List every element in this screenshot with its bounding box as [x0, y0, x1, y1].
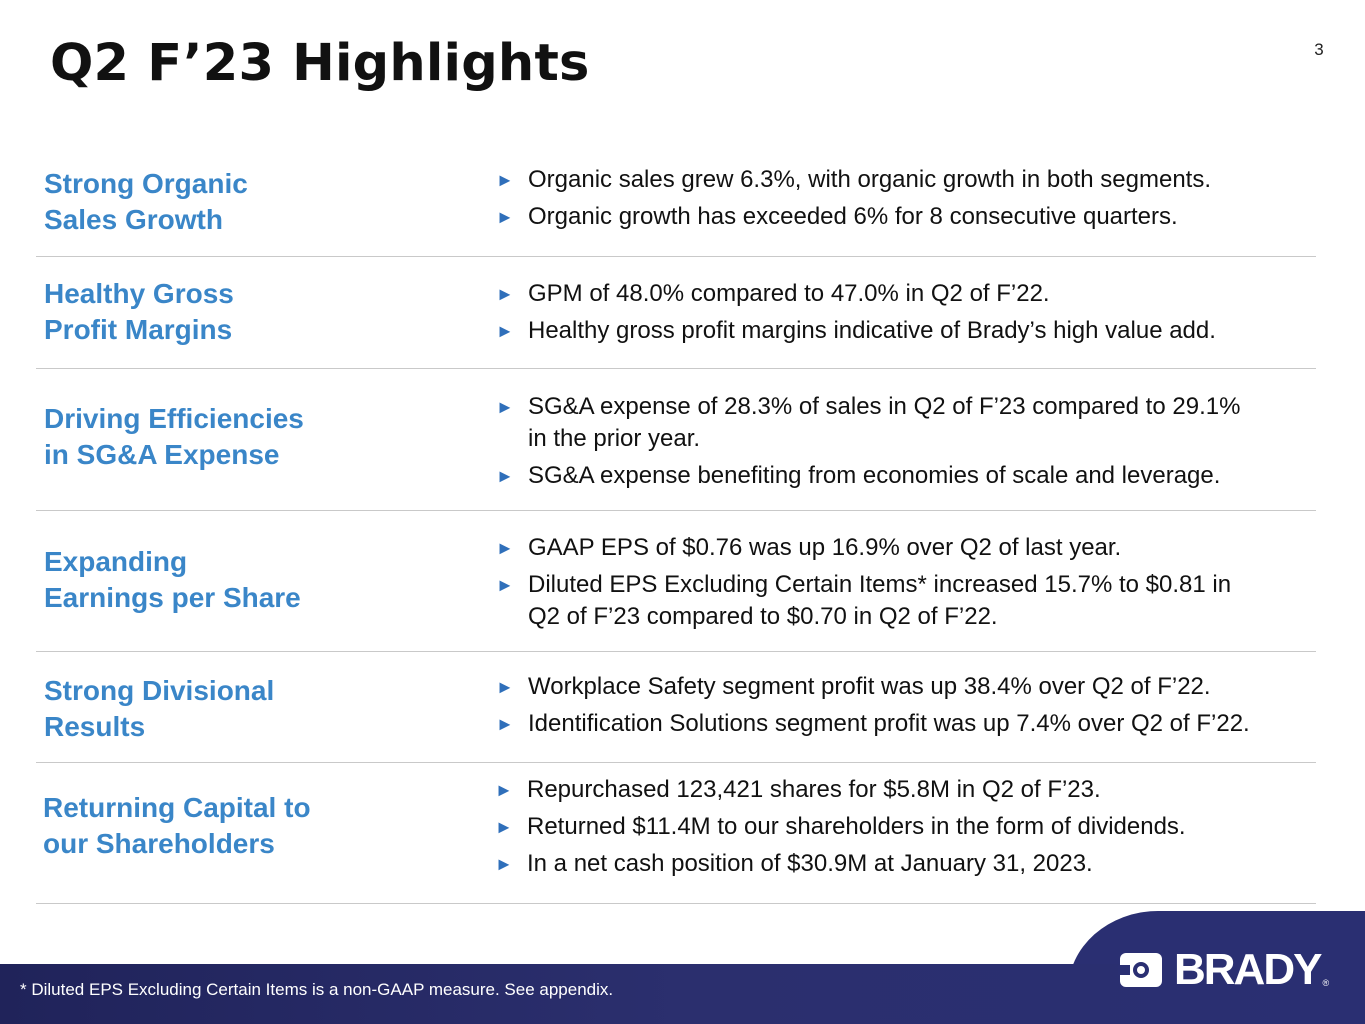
bullet-item: ► Workplace Safety segment profit was up…	[496, 673, 1211, 700]
arrow-right-icon: ►	[496, 538, 514, 558]
section-heading: Strong Organic Sales Growth	[44, 168, 248, 235]
arrow-right-icon: ►	[496, 170, 514, 190]
section-divider	[36, 762, 1316, 763]
section-divider	[36, 903, 1316, 904]
arrow-right-icon: ►	[495, 854, 513, 874]
section-heading: Returning Capital to our Shareholders	[43, 792, 311, 859]
bullet-item: ► GPM of 48.0% compared to 47.0% in Q2 o…	[496, 280, 1050, 307]
section-divider	[36, 368, 1316, 369]
arrow-right-icon: ►	[495, 780, 513, 800]
bullet-list: ► GAAP EPS of $0.76 was up 16.9% over Q2…	[496, 532, 1346, 638]
bullet-item: ► Repurchased 123,421 shares for $5.8M i…	[495, 776, 1101, 803]
bullet-item: ► SG&A expense of 28.3% of sales in Q2 o…	[496, 393, 1241, 452]
bullet-item: ► SG&A expense benefiting from economies…	[496, 462, 1221, 489]
bullet-list: ► SG&A expense of 28.3% of sales in Q2 o…	[496, 391, 1346, 497]
arrow-right-icon: ►	[495, 817, 513, 837]
footnote: * Diluted EPS Excluding Certain Items is…	[20, 980, 614, 999]
bullet-item: ► Organic sales grew 6.3%, with organic …	[496, 166, 1212, 193]
bullet-item: ► Identification Solutions segment profi…	[496, 710, 1250, 737]
bullet-list: ► Workplace Safety segment profit was up…	[496, 671, 1346, 745]
section-heading: Strong Divisional Results	[44, 675, 275, 742]
bullet-item: ► Diluted EPS Excluding Certain Items* i…	[496, 571, 1232, 630]
arrow-right-icon: ►	[496, 397, 514, 417]
registered-mark: ®	[1322, 978, 1330, 988]
arrow-right-icon: ►	[496, 575, 514, 595]
section-heading: Expanding Earnings per Share	[44, 546, 301, 613]
bullet-list: ► GPM of 48.0% compared to 47.0% in Q2 o…	[496, 278, 1346, 352]
section-divider	[36, 651, 1316, 652]
section-heading: Driving Efficiencies in SG&A Expense	[44, 403, 304, 470]
bullet-item: ► In a net cash position of $30.9M at Ja…	[495, 850, 1093, 877]
bullet-list: ► Repurchased 123,421 shares for $5.8M i…	[495, 774, 1345, 885]
arrow-right-icon: ►	[496, 321, 514, 341]
section-heading: Healthy Gross Profit Margins	[44, 278, 234, 345]
bullet-item: ► Returned $11.4M to our shareholders in…	[495, 813, 1186, 840]
brady-mark-icon	[1118, 951, 1164, 989]
brady-logo: BRADY ®	[1118, 946, 1333, 994]
bullet-item: ► Healthy gross profit margins indicativ…	[496, 317, 1216, 344]
brady-wordmark: BRADY	[1174, 945, 1322, 994]
page-title: Q2 F’23 Highlights	[50, 34, 590, 93]
bullet-item: ► GAAP EPS of $0.76 was up 16.9% over Q2…	[496, 534, 1122, 561]
page-number: 3	[1314, 40, 1324, 59]
arrow-right-icon: ►	[496, 284, 514, 304]
bullet-list: ► Organic sales grew 6.3%, with organic …	[496, 164, 1346, 238]
arrow-right-icon: ►	[496, 207, 514, 227]
arrow-right-icon: ►	[496, 466, 514, 486]
section-divider	[36, 256, 1316, 257]
arrow-right-icon: ►	[496, 677, 514, 697]
arrow-right-icon: ►	[496, 714, 514, 734]
section-divider	[36, 510, 1316, 511]
bullet-item: ► Organic growth has exceeded 6% for 8 c…	[496, 203, 1178, 230]
